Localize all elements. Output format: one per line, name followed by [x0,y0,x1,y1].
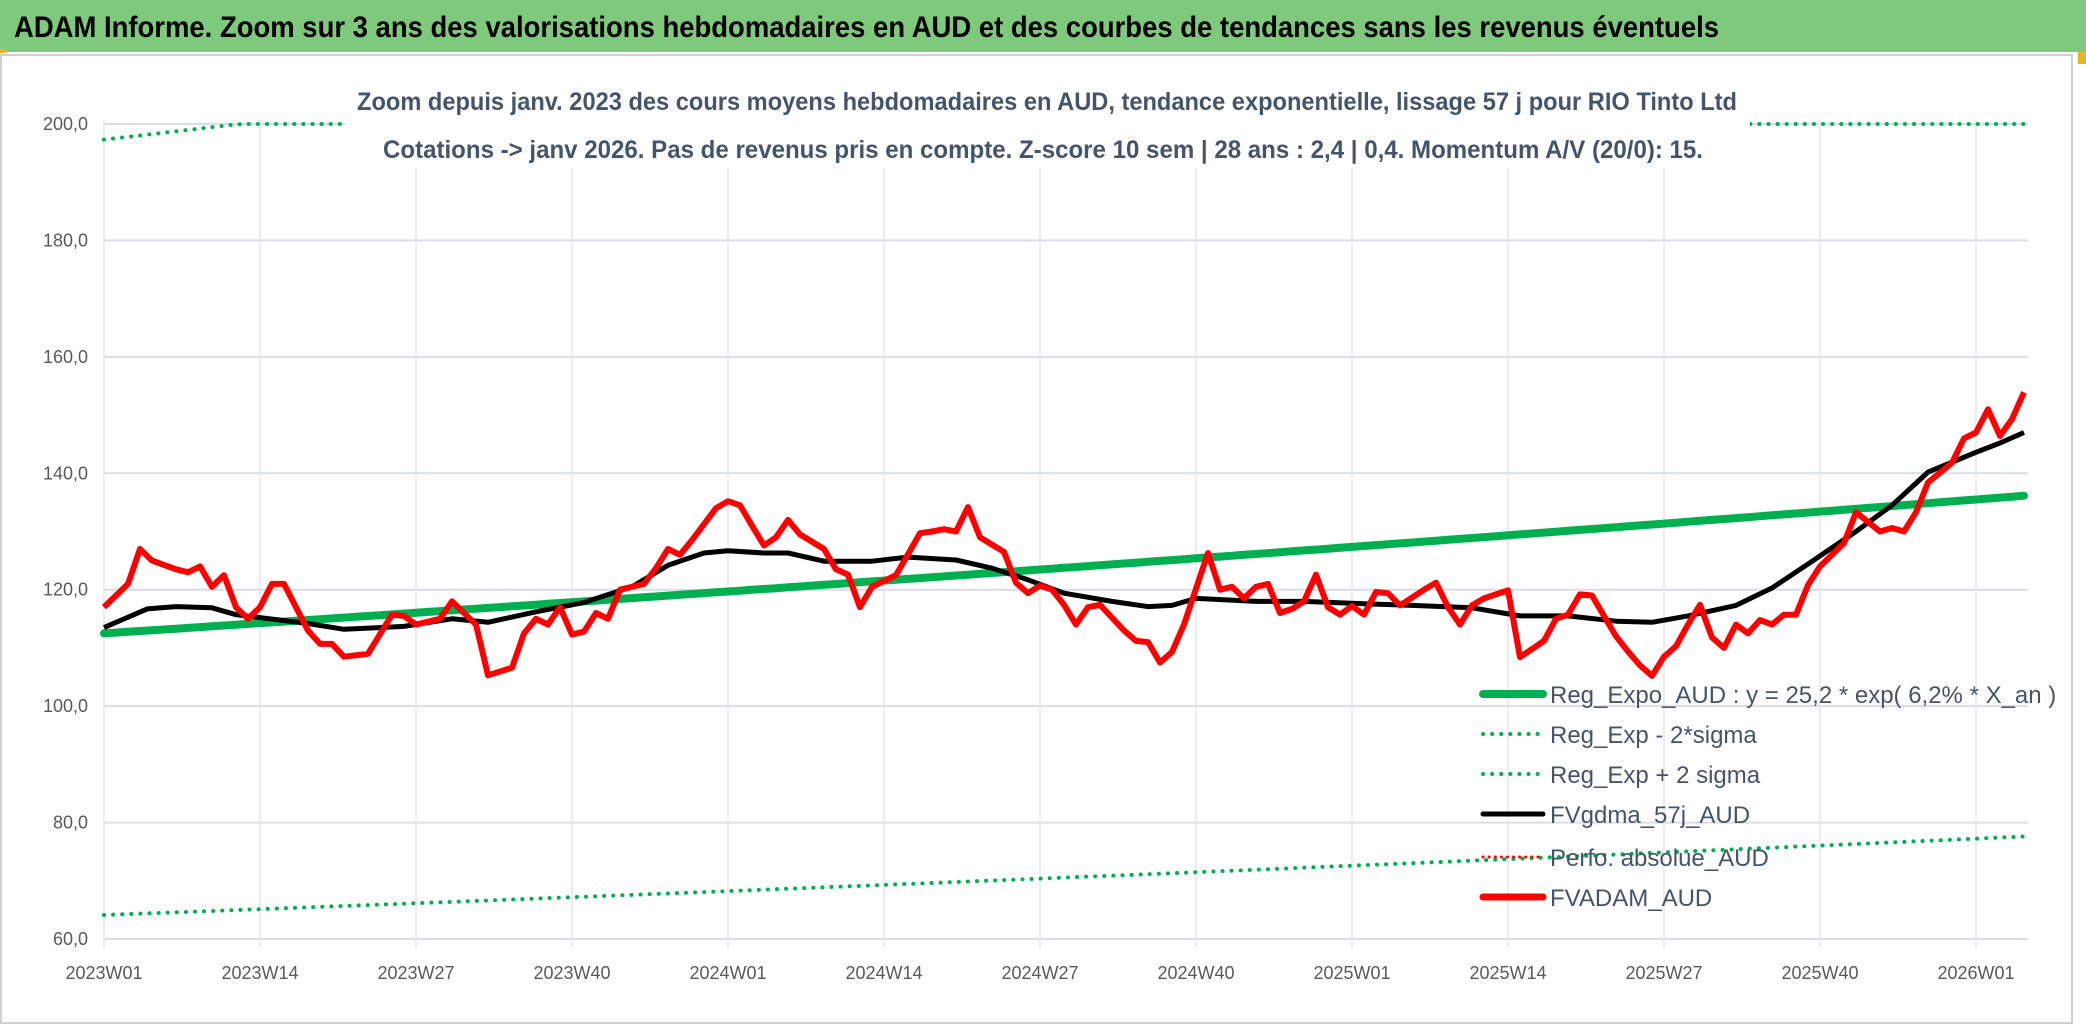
chart-title: Zoom depuis janv. 2023 des cours moyens … [357,88,1737,116]
x-tick-label: 2023W27 [377,963,454,983]
x-tick-label: 2023W40 [533,963,610,983]
gridlines [103,120,2028,947]
legend-item-upper-band: Reg_Exp + 2 sigma [1481,762,1761,789]
x-tick-label: 2024W40 [1157,963,1234,983]
y-tick-label: 60,0 [53,929,88,949]
legend-label-regression: Reg_Expo_AUD : y = 25,2 * exp( 6,2% * X_… [1550,682,2056,709]
legend-label-price: FVADAM_AUD [1550,885,1712,912]
y-tick-label: 180,0 [43,230,88,250]
x-tick-label: 2025W40 [1781,963,1858,983]
regression-line [100,491,2028,638]
x-axis: 2023W01 2023W14 2023W27 2023W40 2024W01 2024W… [65,963,2014,983]
price-line [101,391,2027,679]
x-tick-label: 2026W01 [1937,963,2014,983]
y-tick-label: 160,0 [43,347,88,367]
report-title: ADAM Informe. Zoom sur 3 ans des valoris… [14,11,1719,44]
x-tick-label: 2025W01 [1313,963,1390,983]
legend-label-moving-average: FVgdma_57j_AUD [1550,802,1750,829]
lower-band-line [102,834,2026,917]
y-axis: 60,0 80,0 100,0 120,0 140,0 160,0 180,0 200,0 [43,114,88,949]
legend-label-lower-band: Reg_Exp - 2*sigma [1550,722,1757,749]
x-tick-label: 2023W14 [221,963,298,983]
legend-label-perfo: Perfo. absolue_AUD [1550,845,1769,872]
y-tick-label: 80,0 [53,813,88,833]
y-tick-label: 140,0 [43,463,88,483]
legend-item-perfo: Perfo. absolue_AUD [1481,845,1769,872]
subtitle-background [345,78,1750,168]
y-tick-label: 200,0 [43,114,88,134]
legend-item-lower-band: Reg_Exp - 2*sigma [1481,722,1757,749]
x-tick-label: 2024W27 [1001,963,1078,983]
legend-label-upper-band: Reg_Exp + 2 sigma [1550,762,1761,789]
chart-subtitle: Cotations -> janv 2026. Pas de revenus p… [383,136,1703,164]
y-tick-label: 120,0 [43,580,88,600]
legend-item-moving-average: FVgdma_57j_AUD [1480,802,1750,829]
x-tick-label: 2023W01 [65,963,142,983]
x-tick-label: 2024W01 [689,963,766,983]
x-tick-label: 2025W27 [1625,963,1702,983]
y-tick-label: 100,0 [43,696,88,716]
x-tick-label: 2025W14 [1469,963,1546,983]
legend: Reg_Expo_AUD : y = 25,2 * exp( 6,2% * X_… [1479,682,2056,912]
legend-item-regression: Reg_Expo_AUD : y = 25,2 * exp( 6,2% * X_… [1479,682,2056,709]
chart-frame [0,54,2073,1024]
title-bar [0,0,2086,52]
legend-item-price: FVADAM_AUD [1479,885,1712,912]
x-tick-label: 2024W14 [845,963,922,983]
